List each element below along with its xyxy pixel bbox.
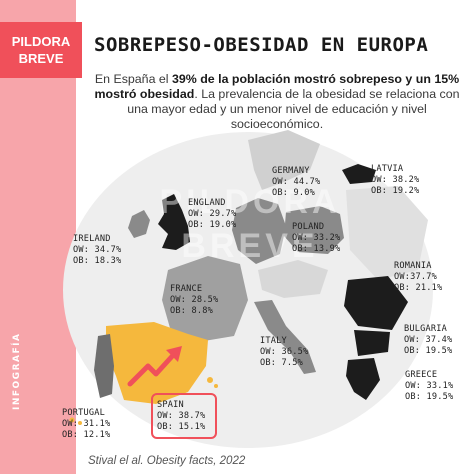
label-england: ENGLAND OW: 29.7% OB: 19.0% [188,198,236,231]
label-portugal: PORTUGAL OW: 31.1% OB: 12.1% [62,408,110,441]
romania-ow: OW:37.7% [394,272,437,282]
bulgaria-ow: OW: 37.4% [404,335,453,345]
france-name: FRANCE [170,284,203,294]
greece-ow: OW: 33.1% [405,381,454,391]
bulgaria-ob: OB: 19.5% [404,346,453,356]
source-citation: Stival el al. Obesity facts, 2022 [88,455,246,467]
brand-line-2: BREVE [18,51,64,66]
label-spain: SPAIN OW: 38.7% OB: 15.1% [157,400,205,433]
intro-text: En España el 39% de la población mostró … [90,72,464,132]
spain-ob: OB: 15.1% [157,422,206,432]
ireland-name: IRELAND [73,234,111,244]
label-germany: GERMANY OW: 44.7% OB: 9.0% [272,166,320,199]
italy-ob: OB: 7.5% [260,358,303,368]
intro-highlight: 39% de la población mostró sobrepeso y u… [94,72,460,101]
watermark: PILDORA BREVE [150,180,350,268]
label-bulgaria: BULGARIA OW: 37.4% OB: 19.5% [404,324,452,357]
france-ow: OW: 28.5% [170,295,219,305]
country-portugal [94,334,114,398]
watermark-line-1: PILDORA [159,183,341,221]
intro-part-2: . La prevalencia de la obesidad se relac… [127,87,460,131]
europe-map [63,130,433,448]
latvia-ob: OB: 19.2% [371,186,420,196]
ireland-ob: OB: 18.3% [73,256,122,266]
spain-ow: OW: 38.7% [157,411,206,421]
germany-ow: OW: 44.7% [272,177,321,187]
country-poland [284,206,344,254]
england-name: ENGLAND [188,198,226,208]
spain-highlight-box [151,393,217,439]
portugal-name: PORTUGAL [62,408,105,418]
poland-ob: OB: 13.9% [292,244,341,254]
poland-name: POLAND [292,222,325,232]
romania-name: ROMANIA [394,261,432,271]
country-greece [346,358,380,400]
england-ow: OW: 29.7% [188,209,237,219]
trend-arrow-head [166,346,182,362]
bulgaria-name: BULGARIA [404,324,447,334]
label-france: FRANCE OW: 28.5% OB: 8.8% [170,284,218,317]
poland-ow: OW: 33.2% [292,233,341,243]
island-4 [78,421,82,425]
ireland-ow: OW: 34.7% [73,245,122,255]
country-france [162,256,248,342]
country-east [346,186,428,280]
country-central [258,260,328,298]
island-2 [214,384,218,388]
label-latvia: LATVIA OW: 38.2% OB: 19.2% [371,164,419,197]
island-1 [207,377,213,383]
spain-name: SPAIN [157,400,184,410]
intro-part-1: En España el [94,72,172,86]
country-ireland [128,210,150,238]
latvia-ow: OW: 38.2% [371,175,420,185]
portugal-ob: OB: 12.1% [62,430,111,440]
latvia-name: LATVIA [371,164,404,174]
greece-ob: OB: 19.5% [405,392,454,402]
sidebar [0,0,76,474]
country-scandinavia [248,130,320,190]
watermark-line-2: BREVE [181,227,319,265]
label-poland: POLAND OW: 33.2% OB: 13.9% [292,222,340,255]
label-romania: ROMANIA OW:37.7% OB: 21.1% [394,261,442,294]
label-italy: ITALY OW: 36.5% OB: 7.5% [260,336,308,369]
brand-badge: PILDORA BREVE [0,22,82,78]
portugal-ow: OW: 31.1% [62,419,111,429]
label-ireland: IRELAND OW: 34.7% OB: 18.3% [73,234,121,267]
greece-name: GREECE [405,370,438,380]
country-latvia [342,164,376,184]
country-bulgaria [354,330,390,356]
country-germany [232,198,286,264]
label-greece: GREECE OW: 33.1% OB: 19.5% [405,370,453,403]
trend-arrow-icon [127,349,179,387]
country-romania [344,276,408,330]
italy-ow: OW: 36.5% [260,347,309,357]
side-label: INFOGRAFÍA [12,332,22,410]
england-ob: OB: 19.0% [188,220,237,230]
brand-line-1: PILDORA [11,34,71,49]
germany-name: GERMANY [272,166,310,176]
country-italy [254,300,316,374]
island-3 [69,417,75,423]
country-england [158,194,190,250]
romania-ob: OB: 21.1% [394,283,443,293]
germany-ob: OB: 9.0% [272,188,315,198]
page-title: SOBREPESO-OBESIDAD EN EUROPA [94,34,429,56]
italy-name: ITALY [260,336,287,346]
france-ob: OB: 8.8% [170,306,213,316]
